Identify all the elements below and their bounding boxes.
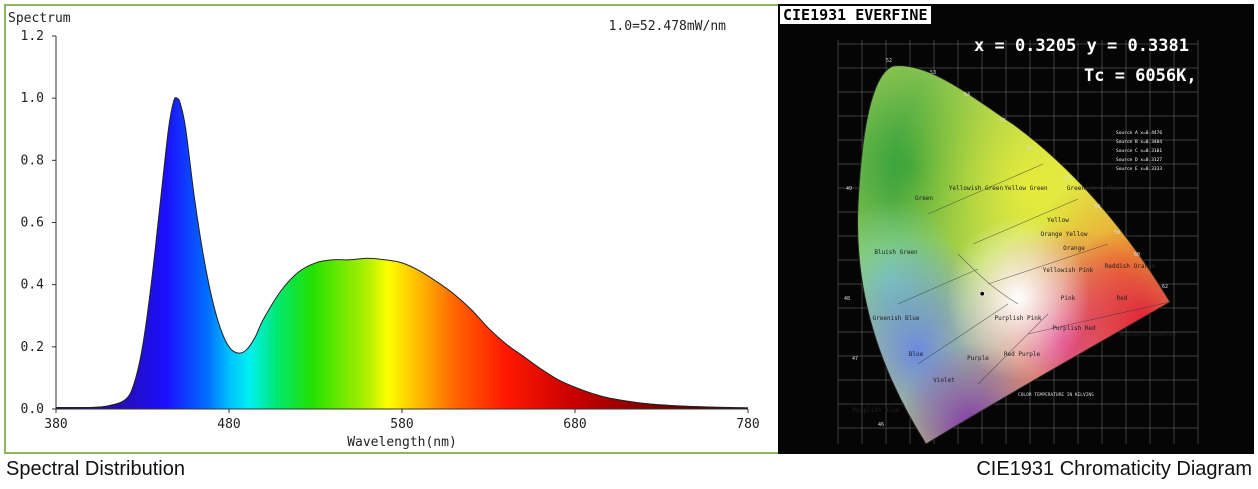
spectral-distribution-chart: Spectrum 1.0=52.478mW/nm 0.0 0.2 0.4 0.6 0.8… bbox=[6, 6, 774, 452]
region-label: Yellow Green bbox=[1004, 185, 1048, 192]
diagram-note: WAVELENGTH NANOMETERS bbox=[1120, 332, 1177, 338]
wavelength-label: 55 bbox=[1000, 118, 1006, 124]
wavelength-label: 49 bbox=[846, 186, 852, 192]
wavelength-label: 53 bbox=[930, 70, 936, 76]
xy-readout: x = 0.3205 y = 0.3381 bbox=[974, 36, 1189, 56]
cie-source-legend: Source A x=0.4476 Source B x=0.3484 Source… bbox=[1116, 130, 1162, 172]
legend-entry: Source D x=0.3127 bbox=[1116, 157, 1162, 163]
y-tick-label: 0.8 bbox=[21, 153, 44, 168]
region-label: Blue bbox=[909, 351, 924, 358]
scale-annotation: 1.0=52.478mW/nm bbox=[609, 19, 727, 34]
y-tick-label: 1.0 bbox=[21, 91, 44, 106]
region-label: Purple bbox=[967, 355, 989, 362]
y-tick-label: 0.6 bbox=[21, 216, 44, 231]
region-label: Yellowish Pink bbox=[1043, 267, 1094, 274]
cie-svg: Green Yellowish Green Yellow Green Greenish… bbox=[837, 40, 1199, 445]
wavelength-label: 57 bbox=[1064, 176, 1070, 182]
region-label: Red bbox=[1117, 295, 1128, 302]
x-tick-label: 580 bbox=[390, 417, 413, 432]
legend-entry: Source C x=0.3101 bbox=[1116, 148, 1162, 154]
wavelength-label: 47 bbox=[852, 356, 858, 362]
wavelength-label: 60 bbox=[1134, 252, 1140, 258]
region-label: Orange bbox=[1063, 245, 1085, 252]
region-label: Greenish Yellow bbox=[1067, 185, 1122, 192]
y-tick-label: 1.2 bbox=[21, 29, 44, 44]
spectrum-area bbox=[56, 97, 748, 410]
y-tick-label: 0.0 bbox=[21, 402, 44, 417]
region-label: Purplish Red bbox=[1052, 325, 1096, 332]
wavelength-label: 52 bbox=[886, 58, 892, 64]
x-tick-label: 780 bbox=[736, 417, 759, 432]
region-labels: Green Yellowish Green Yellow Green Greenish… bbox=[853, 185, 1156, 414]
y-tick-label: 0.2 bbox=[21, 340, 44, 355]
x-tick-label: 680 bbox=[563, 417, 586, 432]
y-tick-label: 0.4 bbox=[21, 278, 45, 293]
spectrum-axes: 0.0 0.2 0.4 0.6 0.8 1.0 1.2 380 480 580 680 780 bbox=[21, 29, 760, 432]
wavelength-label: 56 bbox=[1026, 146, 1032, 152]
region-label: Bluish Green bbox=[874, 249, 918, 256]
cie-chromaticity-diagram: Green Yellowish Green Yellow Green Greenish… bbox=[778, 4, 1254, 454]
region-label: Green bbox=[915, 195, 933, 202]
region-label: Purplish Blue bbox=[853, 407, 900, 414]
spectrum-svg: Spectrum 1.0=52.478mW/nm 0.0 0.2 0.4 0.6 0.8… bbox=[8, 11, 760, 450]
wavelength-label: 59 bbox=[1114, 230, 1120, 236]
wavelength-label: 46 bbox=[878, 422, 884, 428]
region-label: Greenish Blue bbox=[873, 315, 920, 322]
x-tick-label: 480 bbox=[217, 417, 240, 432]
measured-chromaticity-point bbox=[979, 291, 985, 297]
cie-notes: COLOR TEMPERATURE IN KELVINS WAVELENGTH N… bbox=[1018, 332, 1177, 398]
diagram-note: COLOR TEMPERATURE IN KELVINS bbox=[1018, 392, 1094, 398]
chart-title: Spectrum bbox=[8, 11, 71, 26]
wavelength-label: 58 bbox=[1094, 204, 1100, 210]
x-axis-label: Wavelength(nm) bbox=[347, 435, 457, 450]
cie-title: CIE1931 EVERFINE bbox=[780, 6, 931, 24]
wavelength-label: 48 bbox=[844, 296, 850, 302]
wavelength-label: 54 bbox=[964, 92, 970, 98]
legend-entry: Source B x=0.3484 bbox=[1116, 139, 1162, 145]
legend-entry: Source E x=0.3333 bbox=[1116, 166, 1162, 172]
region-label: Yellowish Green bbox=[949, 185, 1004, 192]
wavelength-label: 62 bbox=[1162, 284, 1168, 290]
region-label: Orange Yellow bbox=[1041, 231, 1088, 238]
region-label: Red Purple bbox=[1004, 351, 1041, 358]
color-temperature-readout: Tc = 6056K, bbox=[1084, 66, 1197, 86]
x-tick-label: 380 bbox=[44, 417, 67, 432]
region-label: Violet bbox=[933, 377, 955, 384]
region-label: Pink bbox=[1061, 295, 1076, 302]
caption-cie-diagram: CIE1931 Chromaticity Diagram bbox=[976, 458, 1252, 480]
wavelength-labels: 52 53 54 55 56 57 58 59 60 62 49 48 47 46 bbox=[844, 58, 1168, 428]
caption-spectral-distribution: Spectral Distribution bbox=[6, 458, 185, 480]
region-label: Reddish Orange bbox=[1105, 263, 1156, 270]
legend-entry: Source A x=0.4476 bbox=[1116, 130, 1162, 136]
spectrum-outline bbox=[55, 97, 749, 409]
region-label: Purplish Pink bbox=[995, 315, 1042, 322]
region-label: Yellow bbox=[1047, 217, 1069, 224]
spectral-locus bbox=[857, 65, 1171, 445]
